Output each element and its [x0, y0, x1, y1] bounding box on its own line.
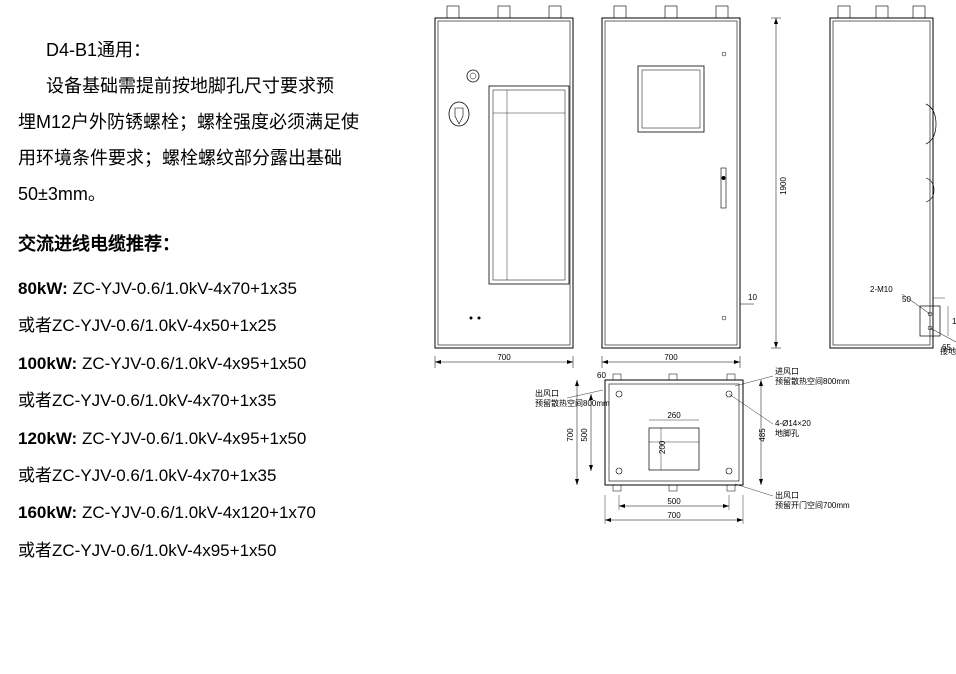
cable-80kw-alt: 或者ZC-YJV-0.6/1.0kV-4x50+1x25 [18, 307, 413, 344]
svg-text:700: 700 [667, 511, 681, 520]
cabinet-diagram-svg: 700 700 10 1900 [420, 0, 956, 560]
cable-120kw-alt: 或者ZC-YJV-0.6/1.0kV-4x70+1x35 [18, 457, 413, 494]
text-column: D4-B1通用： 设备基础需提前按地脚孔尺寸要求预 埋M12户外防锈螺栓；螺栓强… [18, 32, 413, 569]
svg-text:2-M10: 2-M10 [870, 285, 893, 294]
svg-text:预留开门空间700mm: 预留开门空间700mm [775, 500, 850, 510]
body-line-2: 埋M12户外防锈螺栓；螺栓强度必须满足使 [18, 104, 413, 140]
cabinet-front-left: 700 [435, 6, 573, 368]
svg-text:出风口: 出风口 [535, 388, 559, 398]
cable-100kw: 100kW: ZC-YJV-0.6/1.0kV-4x95+1x50 [18, 345, 413, 382]
svg-text:700: 700 [664, 353, 678, 362]
svg-text:4-Ø14×20: 4-Ø14×20 [775, 419, 811, 428]
svg-text:10: 10 [748, 293, 757, 302]
svg-text:200: 200 [658, 440, 667, 454]
cabinet-side-right: 50 100 65 2-M10 接地标识 [830, 6, 956, 356]
cabinet-front-middle: 700 10 [602, 6, 757, 368]
cable-160kw-alt: 或者ZC-YJV-0.6/1.0kV-4x95+1x50 [18, 532, 413, 569]
svg-text:260: 260 [667, 411, 681, 420]
body-line-4: 50±3mm。 [18, 176, 413, 212]
svg-text:485: 485 [758, 428, 767, 442]
engineering-drawings: 700 700 10 1900 [420, 0, 956, 674]
cable-section-header: 交流进线电缆推荐： [18, 230, 413, 256]
cable-100kw-alt: 或者ZC-YJV-0.6/1.0kV-4x70+1x35 [18, 382, 413, 419]
cable-80kw: 80kW: ZC-YJV-0.6/1.0kV-4x70+1x35 [18, 270, 413, 307]
svg-text:预留散热空间800mm: 预留散热空间800mm [775, 376, 850, 386]
svg-text:1900: 1900 [779, 177, 788, 195]
cable-120kw: 120kW: ZC-YJV-0.6/1.0kV-4x95+1x50 [18, 420, 413, 457]
svg-text:100: 100 [952, 317, 956, 326]
svg-text:出风口: 出风口 [775, 490, 799, 500]
cabinet-top-view: 700 500 260 60 200 700 500 485 出风口 预留散热空… [535, 367, 850, 524]
svg-text:700: 700 [497, 353, 511, 362]
model-title: D4-B1通用： [18, 32, 413, 68]
svg-text:接地标识: 接地标识 [940, 346, 956, 356]
svg-text:地脚孔: 地脚孔 [775, 428, 799, 438]
body-line-3: 用环境条件要求；螺栓螺纹部分露出基础 [18, 140, 413, 176]
body-line-1: 设备基础需提前按地脚孔尺寸要求预 [18, 68, 413, 104]
svg-text:500: 500 [667, 497, 681, 506]
cable-160kw: 160kW: ZC-YJV-0.6/1.0kV-4x120+1x70 [18, 494, 413, 531]
svg-text:500: 500 [580, 428, 589, 442]
svg-text:700: 700 [566, 428, 575, 442]
svg-text:预留散热空间800mm: 预留散热空间800mm [535, 398, 610, 408]
height-dim: 1900 [771, 18, 788, 348]
svg-text:进风口: 进风口 [775, 367, 799, 376]
svg-text:60: 60 [597, 371, 606, 380]
